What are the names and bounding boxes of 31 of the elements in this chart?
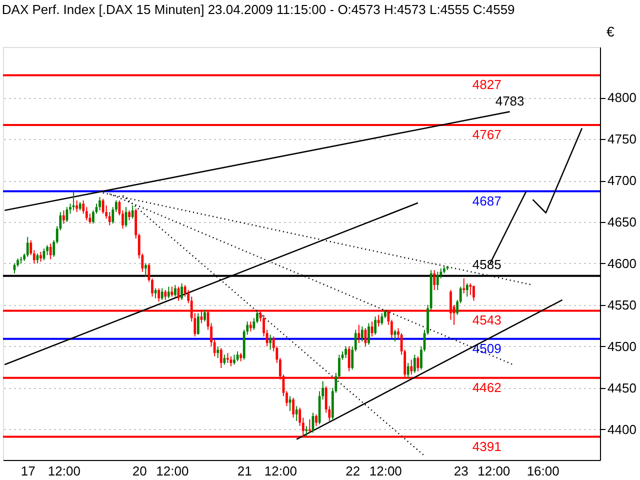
y-tick-label: 4500 [608, 338, 636, 354]
x-tick-label: 12:00 [48, 464, 80, 478]
y-tick-label: 4800 [608, 90, 636, 106]
x-tick-label: 16:00 [526, 464, 560, 478]
x-tick-label: 22 [346, 464, 360, 478]
ref-line-label: 4462 [472, 380, 502, 395]
y-axis-title: € [606, 24, 614, 40]
chart-title: DAX Perf. Index [.DAX 15 Minuten] 23.04.2009 11:15:00 - O:4573 H:4573 L:4555 C:4559 [2, 2, 515, 17]
ref-line-label: 4585 [472, 256, 502, 272]
ref-line-label: 4391 [472, 438, 502, 454]
ref-line-label: 4687 [472, 193, 502, 208]
x-tick-label: 21 [237, 464, 252, 478]
y-tick-label: 4650 [608, 214, 636, 230]
ref-line-label: 4543 [472, 312, 502, 328]
y-tick-label: 4600 [608, 256, 636, 271]
ref-line-label: 4827 [472, 77, 502, 92]
x-tick-label: 12:00 [478, 464, 510, 478]
annotation: 4783 [495, 94, 524, 109]
y-tick-label: 4700 [608, 173, 636, 188]
x-tick-label: 12:00 [156, 464, 189, 478]
y-tick-label: 4750 [608, 132, 636, 147]
x-tick-label: 12:00 [264, 464, 297, 478]
x-tick-label: 12:00 [369, 464, 402, 478]
ref-line-label: 4509 [472, 340, 502, 356]
ref-line-label: 4767 [472, 126, 502, 142]
x-tick-label: 17 [20, 464, 36, 478]
x-tick-label: 20 [132, 464, 147, 478]
y-tick-label: 4450 [608, 380, 636, 396]
x-tick-label: 23 [454, 464, 468, 478]
y-tick-label: 4400 [608, 422, 636, 437]
y-tick-label: 4550 [608, 297, 636, 312]
